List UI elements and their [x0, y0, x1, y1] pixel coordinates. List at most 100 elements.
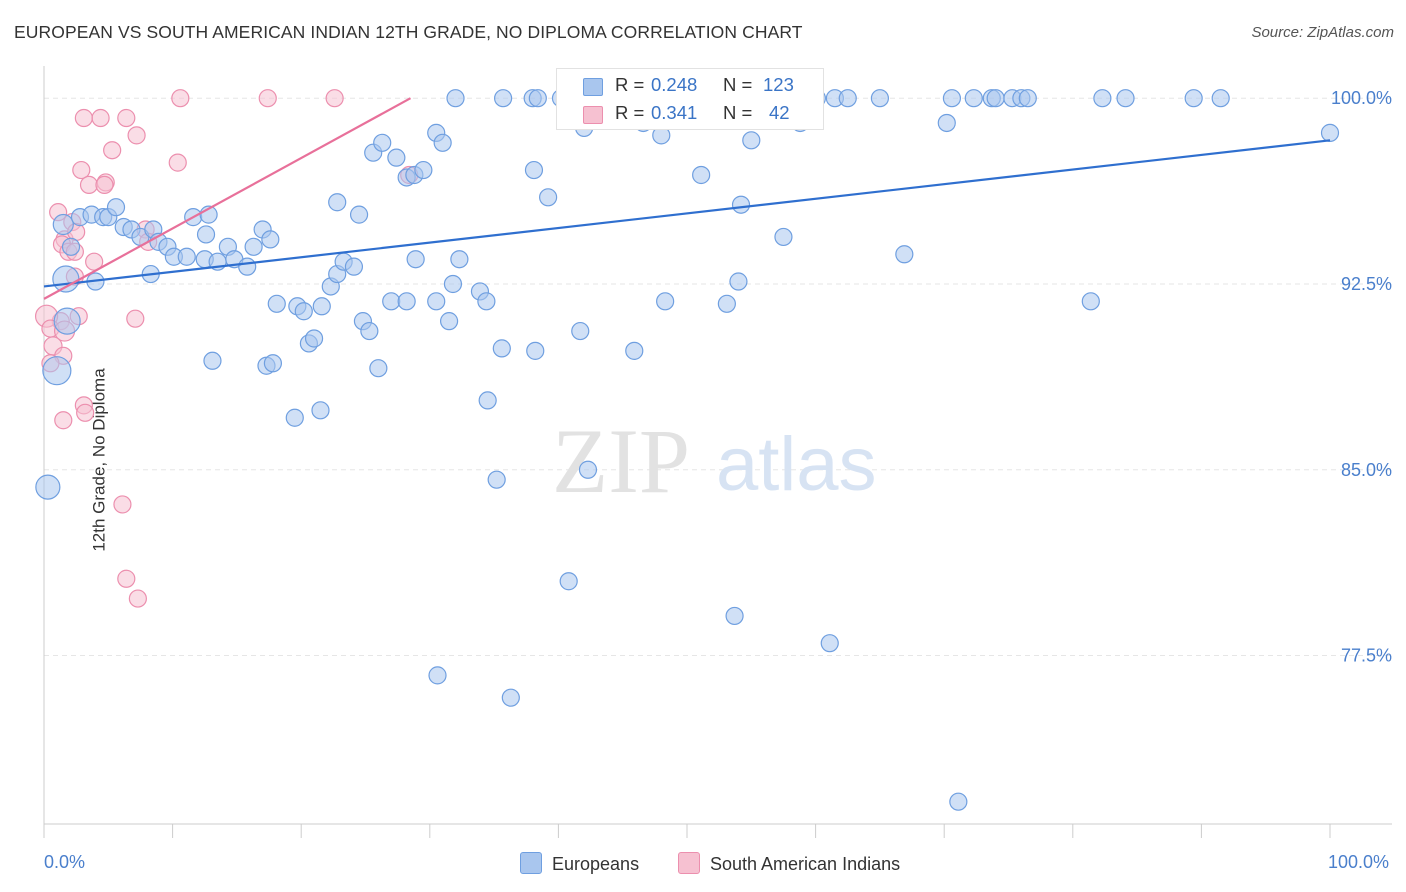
- sai-point: [79, 175, 99, 195]
- r-value: 0.341: [651, 102, 698, 123]
- european-point: [986, 89, 1005, 108]
- european-point: [524, 160, 544, 180]
- european-point: [1116, 89, 1135, 108]
- legend-sai: South American Indians: [678, 852, 900, 875]
- chart-title: EUROPEAN VS SOUTH AMERICAN INDIAN 12TH G…: [14, 22, 803, 42]
- european-point: [52, 213, 74, 236]
- european-point: [725, 606, 744, 626]
- trendlines: [43, 97, 1331, 300]
- european-point: [443, 274, 463, 294]
- sai-point: [128, 589, 147, 608]
- european-point: [478, 391, 497, 410]
- european-point: [406, 250, 425, 269]
- stats-row-europeans: R = 0.248 N = 123: [557, 72, 823, 100]
- european-point: [494, 89, 513, 108]
- watermark-atlas: atlas: [716, 422, 877, 507]
- european-point: [427, 292, 446, 311]
- european-point: [964, 89, 983, 108]
- y-tick-label: 92.5%: [1341, 274, 1392, 294]
- european-point: [731, 195, 751, 214]
- european-point: [578, 460, 598, 479]
- european-point: [360, 321, 379, 341]
- sai-point: [325, 89, 344, 108]
- european-point: [261, 230, 280, 249]
- european-point: [539, 188, 558, 207]
- sai-point: [113, 495, 132, 514]
- european-point: [382, 292, 401, 311]
- european-point: [428, 666, 447, 685]
- european-point: [895, 245, 914, 264]
- sai-point: [117, 569, 136, 588]
- european-point: [492, 339, 511, 358]
- european-point: [238, 257, 257, 276]
- south-american-indians-points: [34, 89, 419, 608]
- sai-point: [74, 108, 93, 128]
- y-tick-label: 100.0%: [1331, 88, 1392, 108]
- european-point: [477, 292, 496, 311]
- european-point: [625, 341, 644, 360]
- european-point: [717, 294, 736, 313]
- sai-point: [126, 309, 145, 328]
- legend-europeans-label: Europeans: [552, 854, 640, 874]
- legend-sai-swatch: [678, 852, 700, 874]
- sai-point: [258, 89, 277, 108]
- sai-point: [76, 403, 95, 422]
- sai-point: [127, 126, 146, 145]
- european-point: [344, 257, 364, 276]
- european-point: [42, 356, 72, 386]
- european-point: [35, 474, 61, 500]
- european-point: [838, 89, 857, 108]
- sai-point: [103, 141, 122, 160]
- european-point: [369, 359, 388, 378]
- european-point: [526, 341, 545, 360]
- european-point: [61, 237, 81, 256]
- sai-point: [91, 108, 110, 128]
- european-point: [196, 225, 216, 244]
- europeans-swatch: [583, 78, 603, 96]
- european-point: [439, 312, 459, 331]
- n-value: 123: [763, 74, 794, 95]
- y-tick-labels: 100.0% 92.5% 85.0% 77.5%: [1331, 88, 1392, 665]
- legend-sai-label: South American Indians: [710, 854, 901, 874]
- european-point: [501, 688, 520, 707]
- european-point: [528, 89, 547, 108]
- european-point: [937, 113, 956, 133]
- legend-europeans-swatch: [520, 852, 542, 874]
- sai-point: [171, 89, 190, 108]
- axes: [43, 66, 1392, 825]
- r-label: R =: [615, 74, 645, 95]
- european-point: [571, 321, 590, 341]
- european-point: [414, 160, 433, 180]
- european-point: [1093, 89, 1112, 108]
- european-point: [311, 401, 330, 420]
- european-point: [820, 634, 839, 653]
- european-point: [729, 272, 748, 291]
- european-point: [942, 89, 962, 108]
- european-point: [450, 250, 469, 269]
- y-tick-label: 85.0%: [1341, 460, 1392, 480]
- european-point: [106, 198, 126, 217]
- watermark-zip: ZIP: [552, 410, 690, 512]
- european-point: [387, 148, 406, 167]
- x-tick-label-min: 0.0%: [44, 852, 86, 872]
- european-point: [285, 408, 304, 427]
- european-point: [177, 247, 196, 266]
- r-label: R =: [615, 102, 645, 123]
- european-point: [244, 237, 263, 256]
- european-point: [328, 193, 347, 212]
- european-point: [53, 307, 81, 335]
- n-value: 42: [769, 102, 790, 123]
- european-point: [267, 294, 286, 313]
- european-point: [870, 89, 890, 108]
- y-tick-label: 77.5%: [1341, 646, 1392, 666]
- european-point: [397, 292, 416, 311]
- european-point: [1211, 89, 1230, 108]
- european-point: [656, 292, 675, 311]
- european-point: [349, 205, 369, 224]
- stats-row-sai: R = 0.341 N = 42: [557, 100, 823, 128]
- european-point: [1018, 89, 1037, 108]
- chart-source: Source: ZipAtlas.com: [1251, 24, 1394, 41]
- sai-point: [95, 175, 114, 195]
- sai-point: [168, 153, 187, 172]
